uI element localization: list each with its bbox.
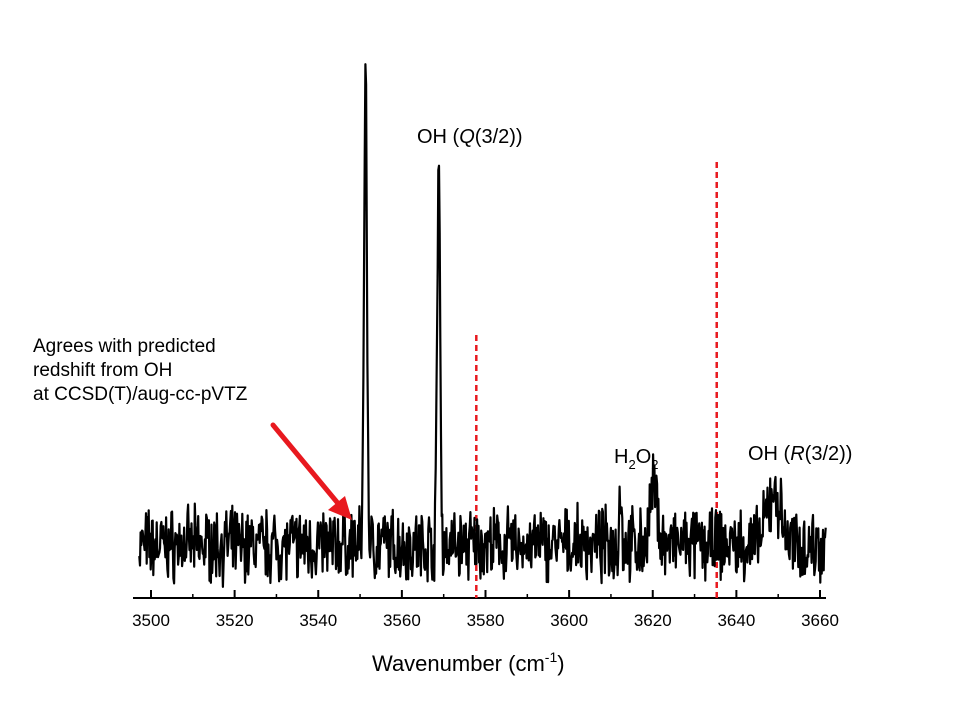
- arrow-indicator: [270, 422, 352, 520]
- x-axis-ticks: [150, 590, 821, 598]
- x-tick-label: 3580: [467, 611, 505, 630]
- x-tick-label: 3560: [383, 611, 421, 630]
- x-tick-label: 3540: [299, 611, 337, 630]
- x-tick-label: 3660: [801, 611, 839, 630]
- note-line-3: at CCSD(T)/aug-cc-pVTZ: [33, 384, 248, 405]
- note-line-1: Agrees with predicted: [33, 336, 216, 357]
- x-axis-label: Wavenumber (cm-1): [372, 649, 565, 676]
- x-tick-label: 3600: [550, 611, 588, 630]
- x-tick-label: 3620: [634, 611, 672, 630]
- spectrum-trace: [138, 63, 827, 588]
- note-line-2: redshift from OH: [33, 360, 173, 381]
- annotation-oh-r: OH (R(3/2)): [748, 443, 852, 465]
- x-tick-label: 3500: [132, 611, 170, 630]
- annotation-h2o2: H2O2: [614, 446, 658, 472]
- x-tick-label: 3520: [216, 611, 254, 630]
- annotation-oh-q: OH (Q(3/2)): [417, 126, 523, 148]
- x-tick-label: 3640: [717, 611, 755, 630]
- x-axis-tick-labels: 3500 3520 3540 3560 3580 3600 3620 3640 3660: [132, 611, 839, 630]
